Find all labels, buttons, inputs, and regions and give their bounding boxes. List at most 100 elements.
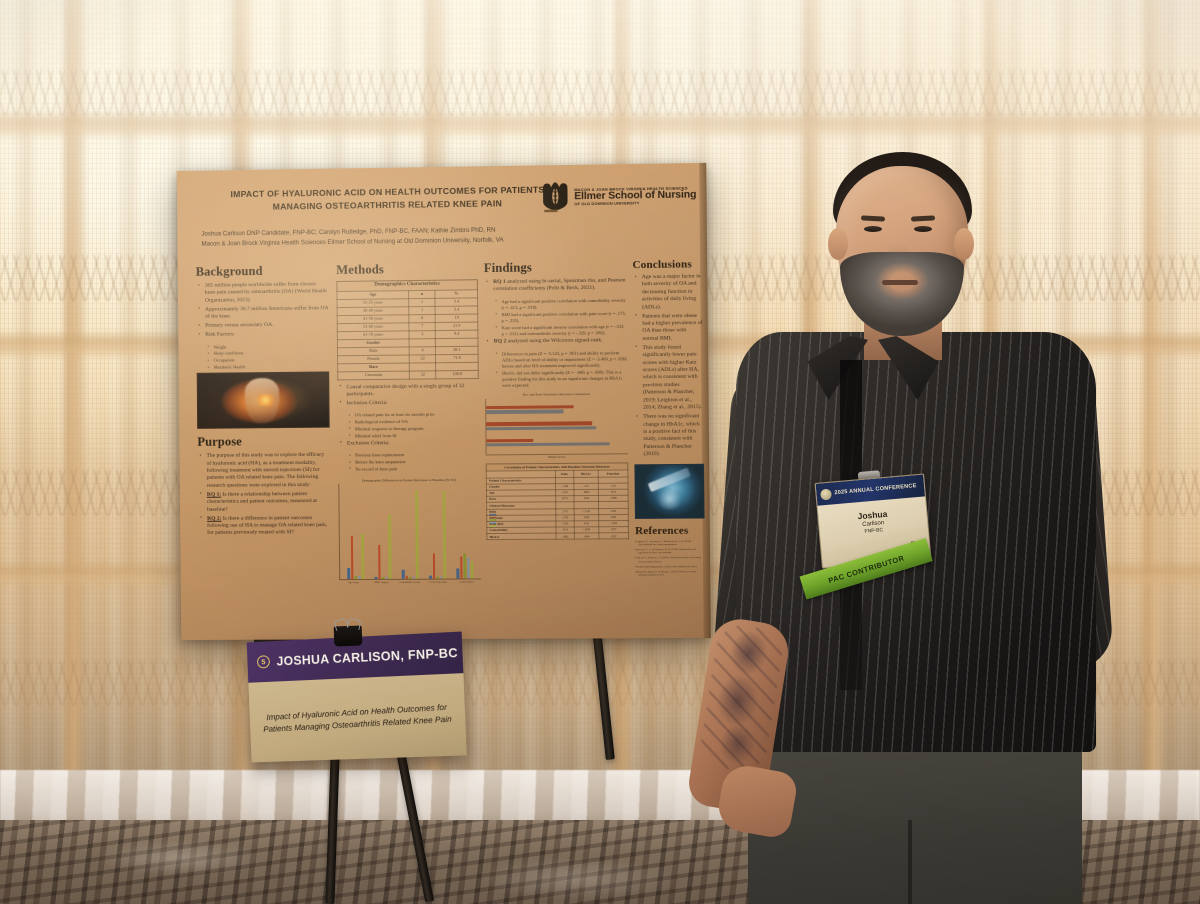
- list-item-rq2: RQ 2: Is there a difference in patient o…: [207, 515, 331, 538]
- presenter-placard[interactable]: 5 JOSHUA CARLISON, FNP-BC Impact of Hyal…: [246, 631, 467, 763]
- research-poster[interactable]: IMPACT OF HYALURONIC ACID ON HEALTH OUTC…: [176, 162, 711, 641]
- chart-bar: [429, 576, 433, 580]
- list-item: BMI had a significant positive correlati…: [502, 311, 627, 325]
- rq2-text: Is there a difference in patient outcome…: [207, 514, 328, 537]
- cell-value: .604: [574, 533, 599, 540]
- person-hand: [714, 762, 800, 840]
- curtain-pattern-band: [0, 70, 1200, 116]
- chart-bar-group: [456, 483, 474, 579]
- chart-bar: [486, 409, 564, 414]
- purpose-heading: Purpose: [197, 434, 242, 450]
- chart-bar: [387, 514, 392, 580]
- placard-number-badge: 5: [256, 655, 271, 669]
- chart-x-tick-label: BMI Category: [374, 581, 389, 585]
- chart-x-tick-label: OA Severity Stage: [429, 580, 448, 585]
- rq1-label: RQ 1: [493, 278, 506, 286]
- person-ear-right: [954, 228, 974, 260]
- poster-column-3: Findings RQ 1 analyzed using bi-serial, …: [484, 259, 630, 635]
- findings-heading: Findings: [483, 260, 532, 276]
- cell-n: [409, 362, 437, 371]
- list-item: Primary versus secondary OA.: [205, 321, 329, 330]
- list-item: No record of knee pain: [355, 466, 479, 473]
- knee-anatomy-image: [196, 371, 330, 430]
- chart-bar-group: [374, 484, 392, 580]
- results-table-body: Patient Characteristics Gender -.149.131.1…: [486, 476, 629, 541]
- list-item: RQ 2 analyzed using the Wilcoxon signed-…: [494, 337, 627, 346]
- chart-bar: [460, 555, 463, 579]
- list-item: RQ 1 analyzed using bi-serial, Spearman …: [493, 277, 627, 294]
- chart-bar: [347, 567, 351, 580]
- list-item: Differences in pain (Z = -3.123, p = .00…: [502, 350, 627, 370]
- placard-presenter-name: JOSHUA CARLISON, FNP-BC: [276, 645, 459, 669]
- chart-bar-group: [347, 484, 364, 580]
- poster-authors: Joshua Carlison DNP Candidate, FNP-BC; C…: [201, 224, 636, 249]
- list-item: Minimal relief from SI: [355, 432, 479, 439]
- chart-bar: [486, 438, 534, 443]
- list-item: Risk Factors:: [205, 331, 329, 340]
- list-item: Katz score had a significant inverse cor…: [502, 324, 627, 338]
- table-row: Caucasian 32 100.0: [337, 369, 479, 380]
- conference-name-badge[interactable]: 2025 ANNUAL CONFERENCE Joshua Carlison F…: [799, 470, 933, 600]
- table-row: HbA1c -.082.604.032: [486, 532, 629, 541]
- person-mouth: [882, 280, 918, 285]
- rq2-label: RQ 2:: [207, 515, 222, 522]
- chart-bar: [378, 544, 381, 580]
- chart-bar-group: [486, 438, 628, 447]
- list-item: Age had a significant positive correlati…: [501, 297, 626, 311]
- chart-bar: [442, 490, 446, 579]
- cell-n: 32: [409, 370, 437, 379]
- list-item: HbA1c did not differ significantly (Z = …: [502, 369, 627, 389]
- demographics-table: Demographics Characteristics Age n % 31-…: [336, 279, 479, 380]
- rq2-label: RQ 2: [493, 338, 507, 345]
- badge-conference-name: 2025 ANNUAL CONFERENCE: [834, 483, 917, 497]
- chart-bar: [439, 577, 443, 579]
- rq2-text: analyzed using the Wilcoxon signed-rank.: [506, 337, 603, 345]
- exclusion-heading-bullet: Exclusion Criteria:: [338, 439, 480, 448]
- list-item: Metabolic Health: [214, 363, 330, 370]
- cell-label: HbA1c: [486, 533, 556, 541]
- pre-post-chart: Pre- and Post-Treatment Outcome Comparis…: [485, 392, 629, 459]
- person-shirt: [736, 332, 1096, 752]
- person-trousers: [748, 732, 1082, 904]
- poster-column-2: Methods Demographics Characteristics Age…: [336, 261, 497, 635]
- cell-n: 4: [409, 346, 436, 355]
- results-correlation-table: Correlation of Patient Characteristics w…: [485, 462, 630, 541]
- chart-bar: [405, 576, 409, 580]
- cell-n: 22: [409, 354, 437, 363]
- presenter-person: 2025 ANNUAL CONFERENCE Joshua Carlison F…: [640, 120, 1200, 904]
- cell-value: .032: [598, 532, 629, 540]
- list-item: 365 million people worldwide suffer from…: [205, 281, 329, 305]
- chart-bar: [402, 569, 405, 580]
- poster-column-1: Background 365 million people worldwide …: [196, 263, 332, 636]
- chart-x-tick-label: Comorbidity Severity: [399, 581, 421, 585]
- rq1-label: RQ 1:: [206, 491, 222, 498]
- chart-bar: [436, 577, 439, 579]
- person-ear-left: [828, 228, 848, 260]
- cell-value: -.082: [555, 533, 575, 540]
- poster-header: IMPACT OF HYALURONIC ACID ON HEALTH OUTC…: [177, 169, 707, 263]
- placard-subtitle: Impact of Hyaluronic Acid on Health Outc…: [263, 702, 452, 734]
- chart-bar: [456, 568, 460, 579]
- chart-bar-group: [486, 405, 628, 414]
- person-eye-left: [864, 226, 882, 232]
- baseline-outcomes-chart: Demographic Differences in Patient Outco…: [338, 478, 497, 585]
- chart-bar: [486, 425, 597, 431]
- badge-name-block: Joshua Carlison FNP-BC: [818, 505, 928, 539]
- chart-bar-group: [429, 483, 446, 580]
- chart-bar-group: [486, 421, 628, 431]
- findings-rq1-sublist: Age had a significant positive correlati…: [492, 297, 627, 337]
- rq1-text: analyzed using bi-serial, Spearman rho, …: [493, 277, 626, 293]
- chart-bar: [470, 561, 474, 579]
- background-bullets: 365 million people worldwide suffer from…: [196, 281, 329, 339]
- chart-bar: [412, 577, 416, 580]
- list-item: Approximately 36.7 million Americans suf…: [205, 305, 329, 321]
- chart-x-tick-label: Gender & Race: [459, 580, 475, 584]
- risk-factor-sub-bullets: Weight Sleep conditions Occupation Metab…: [204, 343, 329, 371]
- poster-title: IMPACT OF HYALURONIC ACID ON HEALTH OUTC…: [230, 184, 545, 212]
- chart-bar: [415, 490, 419, 580]
- person-beard: [840, 252, 964, 336]
- chart-plot-area: [485, 397, 629, 456]
- list-item: The purpose of this study was to explore…: [206, 452, 330, 490]
- chart-bar-group: [401, 484, 419, 580]
- chart-plot-area: [338, 483, 481, 581]
